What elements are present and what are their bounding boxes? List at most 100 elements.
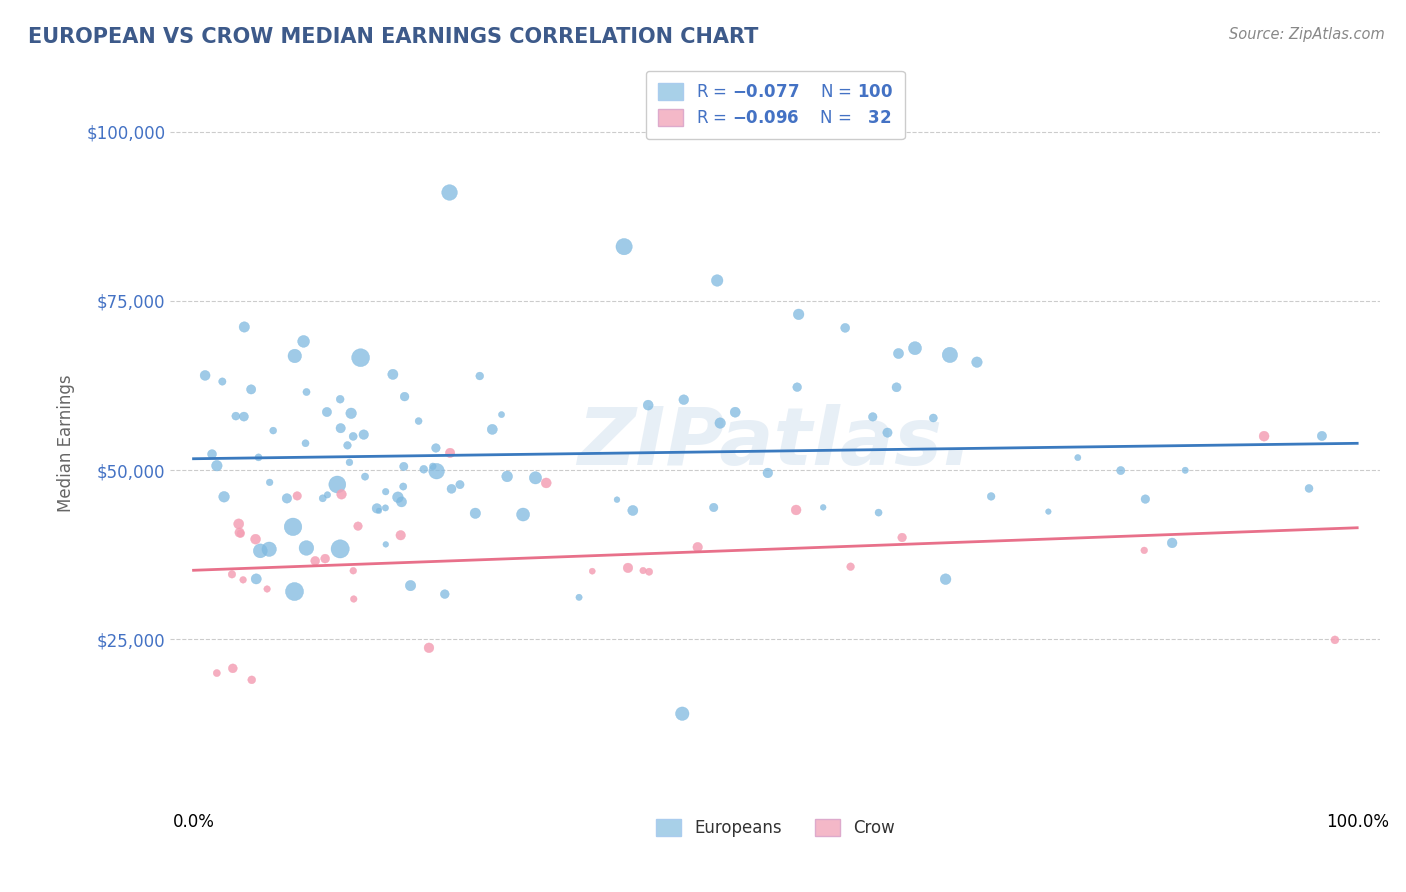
Point bbox=[1161, 536, 1184, 550]
Point bbox=[512, 508, 534, 522]
Point bbox=[1067, 450, 1090, 465]
Point bbox=[366, 501, 388, 516]
Point bbox=[221, 567, 243, 582]
Point bbox=[617, 561, 640, 575]
Point bbox=[904, 341, 927, 355]
Point bbox=[205, 666, 228, 681]
Point bbox=[868, 506, 890, 520]
Point bbox=[233, 320, 256, 334]
Point bbox=[422, 459, 444, 474]
Point bbox=[1133, 543, 1156, 558]
Point bbox=[980, 490, 1002, 504]
Point bbox=[568, 591, 591, 605]
Point bbox=[347, 519, 370, 533]
Point bbox=[391, 495, 413, 509]
Point bbox=[294, 436, 316, 450]
Point bbox=[876, 425, 898, 440]
Point bbox=[886, 380, 908, 394]
Point bbox=[232, 573, 254, 587]
Y-axis label: Median Earnings: Median Earnings bbox=[58, 374, 75, 512]
Point bbox=[1174, 463, 1197, 477]
Point bbox=[786, 380, 808, 394]
Point bbox=[638, 565, 661, 579]
Point bbox=[935, 572, 957, 586]
Legend: Europeans, Crow: Europeans, Crow bbox=[650, 813, 901, 844]
Point bbox=[336, 438, 359, 452]
Point bbox=[389, 528, 412, 542]
Point bbox=[249, 544, 271, 558]
Point bbox=[339, 455, 361, 469]
Point bbox=[229, 526, 252, 541]
Point bbox=[468, 369, 491, 384]
Point bbox=[329, 421, 352, 435]
Point bbox=[433, 587, 456, 601]
Point bbox=[425, 441, 447, 455]
Point bbox=[709, 416, 731, 430]
Point bbox=[354, 469, 377, 483]
Point bbox=[330, 487, 353, 501]
Point bbox=[316, 488, 339, 502]
Point bbox=[524, 471, 547, 485]
Point bbox=[834, 321, 856, 335]
Text: EUROPEAN VS CROW MEDIAN EARNINGS CORRELATION CHART: EUROPEAN VS CROW MEDIAN EARNINGS CORRELA… bbox=[28, 27, 758, 46]
Point bbox=[281, 520, 304, 534]
Point bbox=[671, 706, 693, 721]
Point bbox=[1253, 429, 1275, 443]
Point bbox=[787, 307, 810, 321]
Point bbox=[581, 564, 603, 578]
Point bbox=[703, 500, 725, 515]
Point bbox=[342, 564, 364, 578]
Point bbox=[392, 479, 415, 493]
Point bbox=[1298, 482, 1320, 496]
Point bbox=[329, 392, 352, 407]
Point bbox=[259, 475, 281, 490]
Point bbox=[353, 427, 375, 442]
Point bbox=[228, 525, 250, 540]
Point bbox=[464, 506, 486, 520]
Point bbox=[342, 429, 364, 443]
Point bbox=[631, 564, 654, 578]
Point bbox=[399, 578, 422, 592]
Point bbox=[706, 273, 728, 287]
Point bbox=[283, 584, 305, 599]
Point bbox=[439, 186, 461, 200]
Point bbox=[606, 492, 628, 507]
Point bbox=[343, 592, 366, 607]
Point bbox=[194, 368, 217, 383]
Point bbox=[374, 484, 396, 499]
Point bbox=[686, 540, 709, 554]
Point bbox=[245, 532, 267, 546]
Point bbox=[228, 516, 250, 531]
Point bbox=[295, 541, 318, 555]
Point bbox=[387, 490, 409, 504]
Point bbox=[394, 390, 416, 404]
Point bbox=[724, 405, 747, 419]
Point bbox=[285, 489, 308, 503]
Point bbox=[966, 355, 988, 369]
Point bbox=[440, 482, 463, 496]
Point bbox=[939, 348, 962, 362]
Point bbox=[374, 500, 396, 515]
Point bbox=[312, 491, 335, 506]
Text: ZIPatlas.: ZIPatlas. bbox=[578, 404, 973, 482]
Point bbox=[240, 383, 263, 397]
Point bbox=[349, 351, 371, 365]
Point bbox=[672, 392, 695, 407]
Point bbox=[262, 424, 284, 438]
Point bbox=[811, 500, 834, 515]
Point bbox=[891, 531, 914, 545]
Point bbox=[225, 409, 247, 423]
Point bbox=[1038, 505, 1060, 519]
Point bbox=[1135, 492, 1157, 507]
Point bbox=[756, 466, 779, 480]
Point bbox=[314, 551, 336, 566]
Point bbox=[408, 414, 430, 428]
Point bbox=[374, 537, 396, 551]
Point bbox=[412, 462, 434, 476]
Point bbox=[205, 458, 228, 473]
Point bbox=[426, 464, 449, 478]
Point bbox=[439, 446, 461, 460]
Point bbox=[418, 640, 440, 655]
Point bbox=[257, 542, 280, 557]
Point bbox=[256, 582, 278, 596]
